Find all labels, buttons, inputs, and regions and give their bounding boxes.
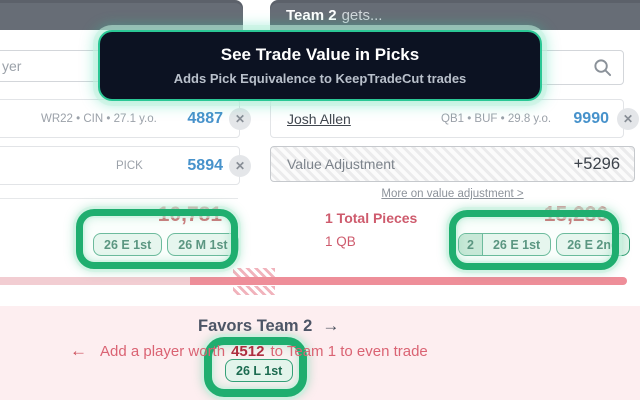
total-pieces-label: 1 Total Pieces	[325, 210, 418, 226]
player-meta: WR22 • CIN • 27.1 y.o.	[41, 112, 157, 125]
even-trade-text-before: Add a player worth	[100, 342, 226, 360]
team2-player-row[interactable]: Josh Allen QB1 • BUF • 29.8 y.o. 9990 ✕	[270, 99, 639, 138]
pick-chip[interactable]: 26 L 1st	[225, 359, 294, 382]
more-on-value-adjustment-link[interactable]: More on value adjustment >	[381, 188, 524, 200]
tooltip-subtitle: Adds Pick Equivalence to KeepTradeCut tr…	[173, 71, 467, 86]
pick-count-badge: 2	[459, 234, 483, 255]
highlight-ring-team1-picks	[76, 209, 238, 269]
value-adjustment-value: +5296	[573, 154, 620, 173]
value-bar-hatch-top	[233, 268, 275, 277]
pick-meta: PICK	[116, 159, 143, 172]
team2-header-gets: gets...	[341, 6, 383, 24]
arrow-right-icon: →	[322, 316, 340, 335]
team2-pick-chips: 2 26 E 1st 26 E 2nd	[458, 233, 630, 256]
picks-promo-tooltip[interactable]: See Trade Value in Picks Adds Pick Equiv…	[98, 30, 542, 101]
value-bar-team1	[0, 277, 190, 285]
even-trade-hint: ← Add a player worth 4512 to Team 1 to e…	[70, 341, 428, 361]
remove-player-icon[interactable]: ✕	[229, 107, 251, 130]
team1-search-text: yer	[2, 58, 22, 74]
value-adjustment-label: Value Adjustment	[287, 156, 395, 172]
team1-pick-chips: 26 E 1st 26 M 1st	[93, 233, 239, 256]
pick-value: 5894	[187, 156, 223, 174]
team2-header: Team 2 gets...	[270, 0, 640, 30]
search-icon	[594, 59, 612, 77]
value-bar-hatch-bottom	[233, 286, 275, 295]
team2-header-title: Team 2	[286, 6, 337, 24]
even-trade-text-after: to Team 1 to even trade	[270, 342, 428, 360]
team1-player-row[interactable]: WR22 • CIN • 27.1 y.o. 4887 ✕	[0, 99, 251, 138]
value-adjustment-row: Value Adjustment +5296	[270, 146, 635, 182]
team1-panel-divider	[0, 198, 238, 199]
pick-chip[interactable]: 26 E 1st	[93, 233, 163, 256]
player-meta: QB1 • BUF • 29.8 y.o.	[441, 112, 552, 125]
favors-title: Favors Team 2	[198, 316, 313, 335]
remove-pick-icon[interactable]: ✕	[229, 154, 251, 177]
pick-chip-with-count[interactable]: 2 26 E 1st	[458, 233, 552, 256]
team1-pick-row[interactable]: PICK 5894 ✕	[0, 146, 251, 185]
player-name-link[interactable]: Josh Allen	[287, 110, 351, 127]
team1-header	[0, 0, 243, 30]
favors-panel	[0, 306, 640, 400]
even-pick-chip-wrap: 26 L 1st	[225, 359, 294, 382]
pick-chip[interactable]: 26 M 1st	[167, 233, 239, 256]
player-value: 4887	[187, 109, 223, 127]
tooltip-title: See Trade Value in Picks	[220, 45, 420, 64]
position-count-label: 1 QB	[325, 234, 356, 249]
arrow-left-icon: ←	[70, 341, 87, 360]
player-value: 9990	[573, 109, 609, 127]
highlight-ring-team2-picks	[449, 210, 619, 270]
favors-title-row: Favors Team 2 →	[198, 316, 339, 336]
value-bar-team2	[190, 277, 627, 285]
pick-chip[interactable]: 26 E 2nd	[556, 233, 630, 256]
remove-player-icon[interactable]: ✕	[617, 107, 639, 130]
even-trade-amount: 4512	[231, 342, 265, 360]
